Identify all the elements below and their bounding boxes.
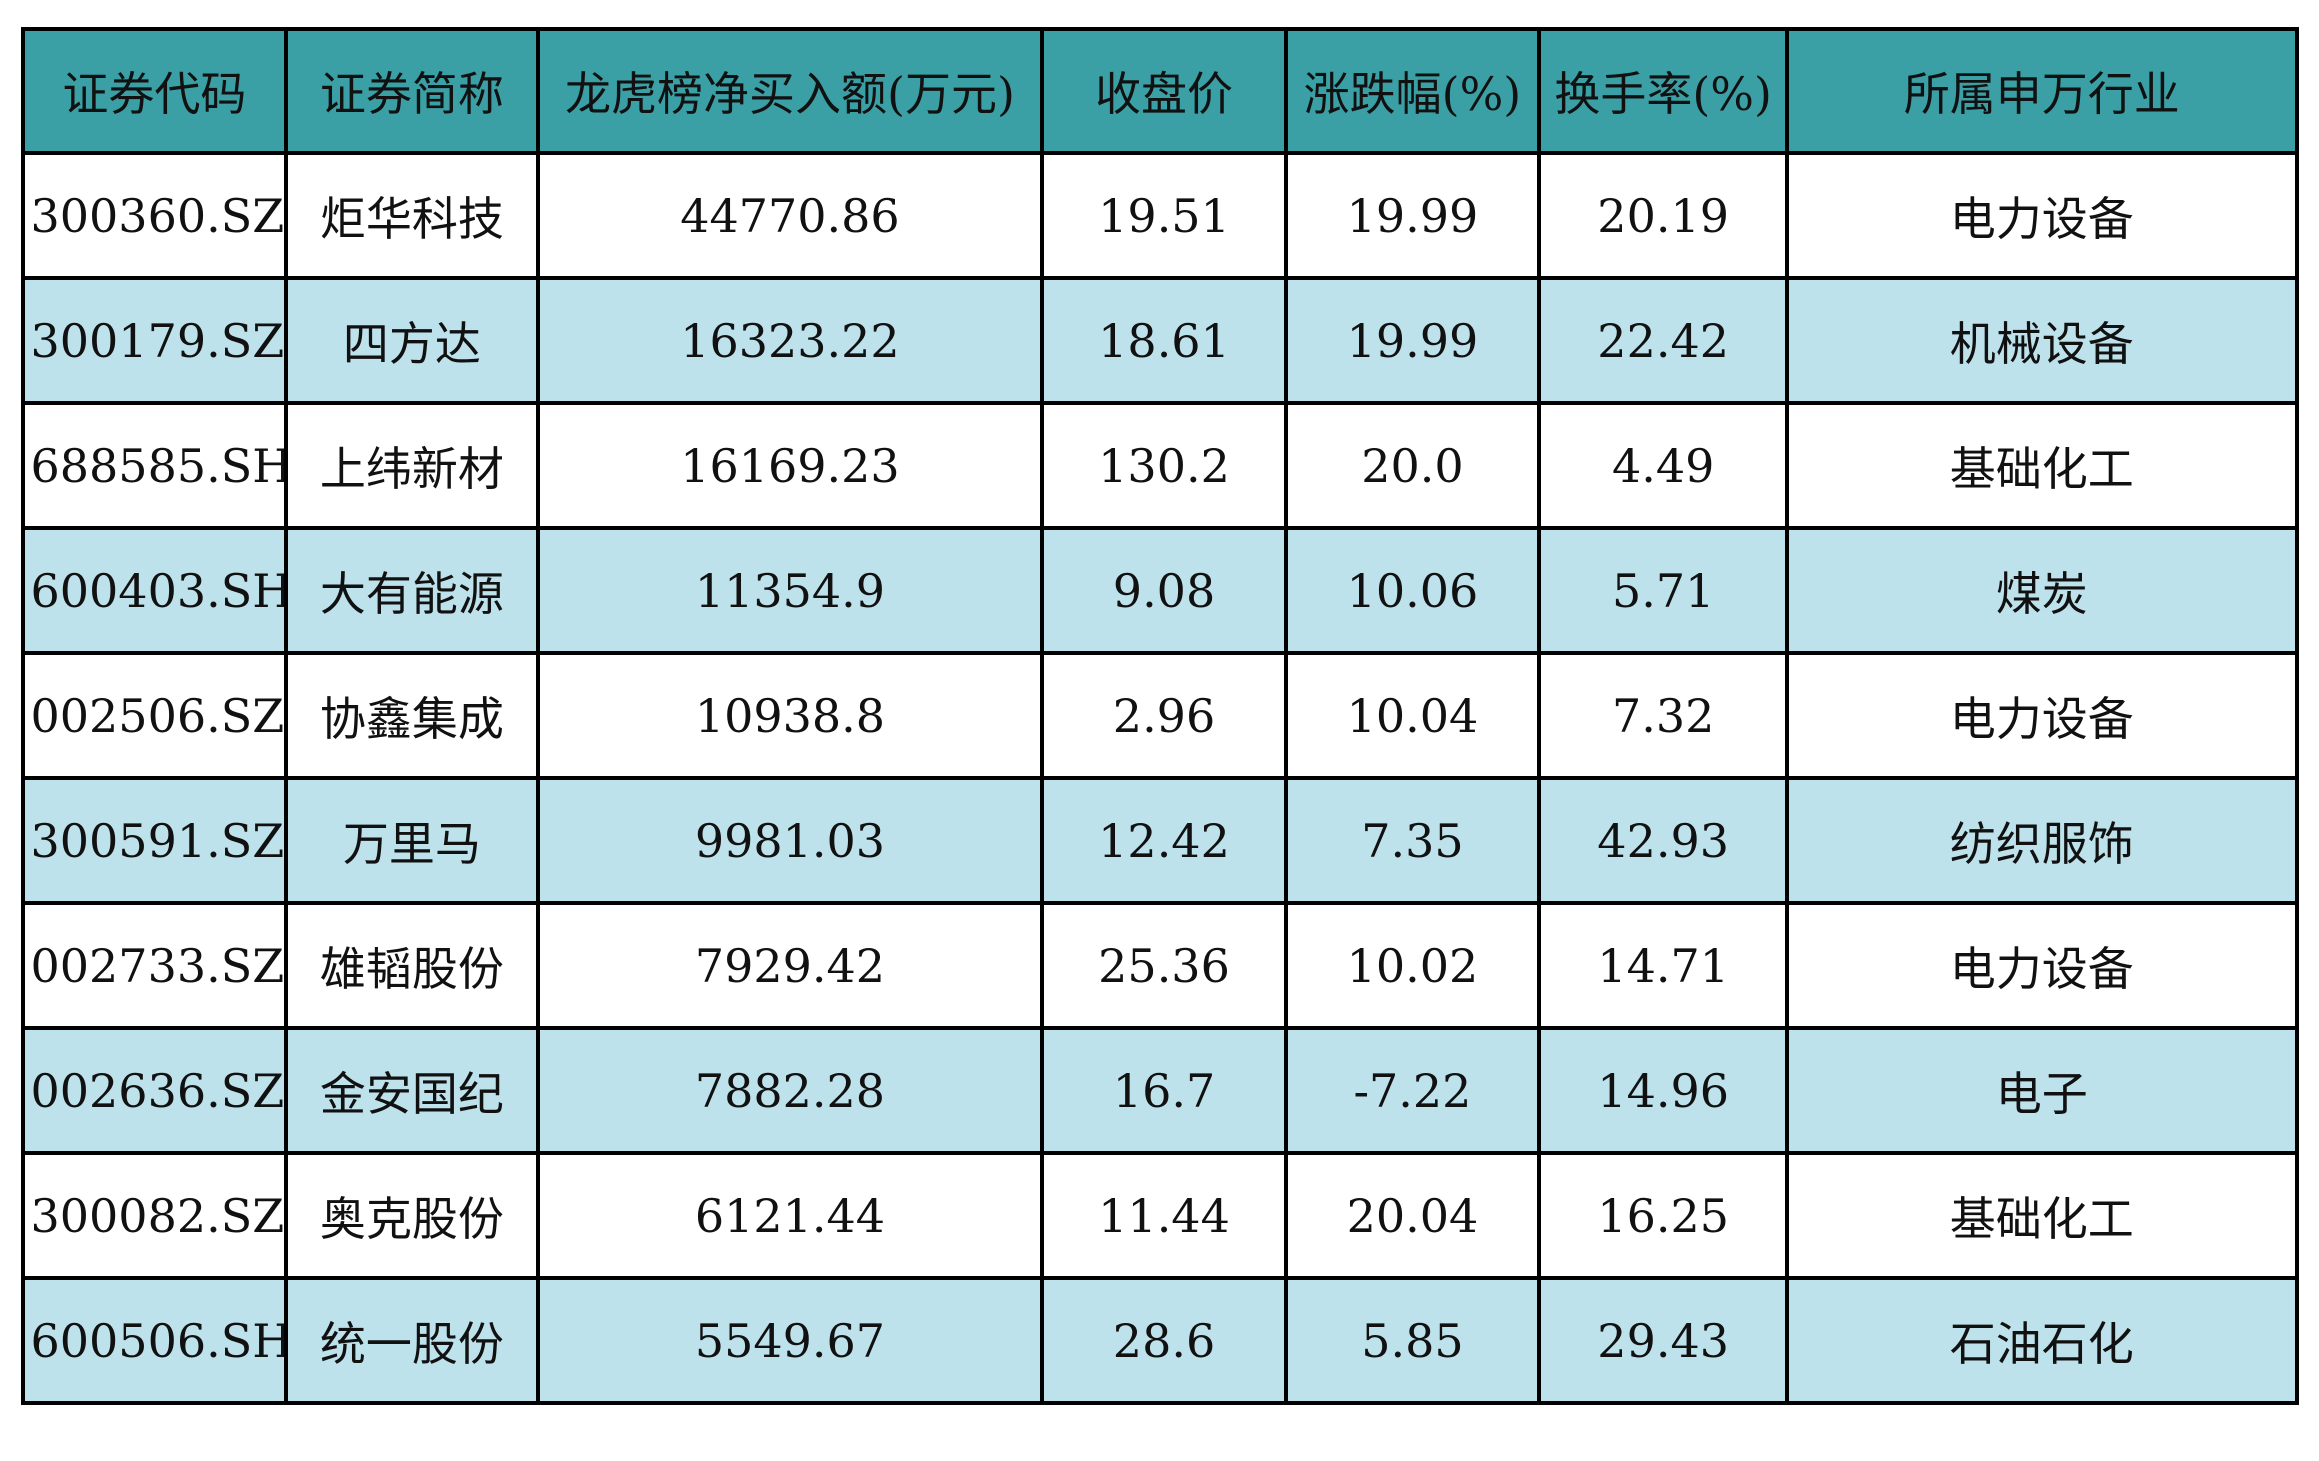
column-header: 证券代码 <box>20 27 289 155</box>
table-cell: 002506.SZ <box>20 651 289 780</box>
table-header: 证券代码 证券简称 龙虎榜净买入额(万元) 收盘价 涨跌幅(%) 换手率(%) 所属申万行业 <box>20 27 2299 155</box>
table-cell: 5.85 <box>1283 1276 1542 1405</box>
table-cell: 7882.28 <box>535 1026 1045 1155</box>
table-cell: 万里马 <box>284 776 540 905</box>
column-header: 所属申万行业 <box>1785 27 2299 155</box>
table-cell: 四方达 <box>284 276 540 405</box>
table-cell: 9981.03 <box>535 776 1045 905</box>
table-cell: 16169.23 <box>535 401 1045 530</box>
table-cell: 石油石化 <box>1785 1276 2299 1405</box>
table-cell: 2.96 <box>1040 651 1288 780</box>
table-cell: 10.04 <box>1283 651 1542 780</box>
table-cell: 002636.SZ <box>20 1026 289 1155</box>
table-cell: 42.93 <box>1537 776 1790 905</box>
table-cell: 20.19 <box>1537 151 1790 280</box>
table-row: 002636.SZ 金安国纪 7882.28 16.7 -7.22 14.96 电子 <box>20 1026 2299 1155</box>
table-cell: 10.06 <box>1283 526 1542 655</box>
table-cell: 300591.SZ <box>20 776 289 905</box>
table-cell: 7929.42 <box>535 901 1045 1030</box>
dragon-tiger-net-buy-table: 证券代码 证券简称 龙虎榜净买入额(万元) 收盘价 涨跌幅(%) 换手率(%) 所属申万行业… <box>20 27 2299 1405</box>
table-cell: 11354.9 <box>535 526 1045 655</box>
table-cell: 300179.SZ <box>20 276 289 405</box>
table-cell: 7.32 <box>1537 651 1790 780</box>
table-cell: 奥克股份 <box>284 1151 540 1280</box>
table-cell: 18.61 <box>1040 276 1288 405</box>
column-header: 收盘价 <box>1040 27 1288 155</box>
table-cell: 统一股份 <box>284 1276 540 1405</box>
table-row: 300082.SZ 奥克股份 6121.44 11.44 20.04 16.25 基础化工 <box>20 1151 2299 1280</box>
column-header: 换手率(%) <box>1537 27 1790 155</box>
table-cell: 19.51 <box>1040 151 1288 280</box>
column-header: 涨跌幅(%) <box>1283 27 1542 155</box>
table-row: 300179.SZ 四方达 16323.22 18.61 19.99 22.42 机械设备 <box>20 276 2299 405</box>
table-cell: -7.22 <box>1283 1026 1542 1155</box>
table-cell: 机械设备 <box>1785 276 2299 405</box>
column-header: 龙虎榜净买入额(万元) <box>535 27 1045 155</box>
table-cell: 基础化工 <box>1785 1151 2299 1280</box>
table-cell: 金安国纪 <box>284 1026 540 1155</box>
table-cell: 6121.44 <box>535 1151 1045 1280</box>
table-cell: 上纬新材 <box>284 401 540 530</box>
table-cell: 25.36 <box>1040 901 1288 1030</box>
table-cell: 基础化工 <box>1785 401 2299 530</box>
table-row: 688585.SH 上纬新材 16169.23 130.2 20.0 4.49 基础化工 <box>20 401 2299 530</box>
table-row: 300591.SZ 万里马 9981.03 12.42 7.35 42.93 纺织服饰 <box>20 776 2299 905</box>
table-cell: 300082.SZ <box>20 1151 289 1280</box>
table-cell: 29.43 <box>1537 1276 1790 1405</box>
table-cell: 688585.SH <box>20 401 289 530</box>
table-body: 300360.SZ 炬华科技 44770.86 19.51 19.99 20.19 电力设备… <box>20 151 2299 1405</box>
table-cell: 10.02 <box>1283 901 1542 1030</box>
table-cell: 20.0 <box>1283 401 1542 530</box>
table-cell: 雄韬股份 <box>284 901 540 1030</box>
table-cell: 4.49 <box>1537 401 1790 530</box>
table-cell: 16323.22 <box>535 276 1045 405</box>
table-cell: 12.42 <box>1040 776 1288 905</box>
table-cell: 14.96 <box>1537 1026 1790 1155</box>
table-cell: 电子 <box>1785 1026 2299 1155</box>
table-cell: 电力设备 <box>1785 151 2299 280</box>
column-header: 证券简称 <box>284 27 540 155</box>
table-cell: 5.71 <box>1537 526 1790 655</box>
table-cell: 10938.8 <box>535 651 1045 780</box>
table-row: 600506.SH 统一股份 5549.67 28.6 5.85 29.43 石油石化 <box>20 1276 2299 1405</box>
table-cell: 44770.86 <box>535 151 1045 280</box>
table-cell: 600506.SH <box>20 1276 289 1405</box>
table-cell: 16.25 <box>1537 1151 1790 1280</box>
table-cell: 19.99 <box>1283 276 1542 405</box>
table-cell: 电力设备 <box>1785 901 2299 1030</box>
table-cell: 600403.SH <box>20 526 289 655</box>
table-cell: 电力设备 <box>1785 651 2299 780</box>
table-row: 002733.SZ 雄韬股份 7929.42 25.36 10.02 14.71 电力设备 <box>20 901 2299 1030</box>
table-cell: 炬华科技 <box>284 151 540 280</box>
table-cell: 28.6 <box>1040 1276 1288 1405</box>
table-cell: 7.35 <box>1283 776 1542 905</box>
table-cell: 20.04 <box>1283 1151 1542 1280</box>
table-cell: 11.44 <box>1040 1151 1288 1280</box>
table-cell: 大有能源 <box>284 526 540 655</box>
header-row: 证券代码 证券简称 龙虎榜净买入额(万元) 收盘价 涨跌幅(%) 换手率(%) 所属申万行业 <box>20 27 2299 155</box>
table-cell: 002733.SZ <box>20 901 289 1030</box>
table-cell: 130.2 <box>1040 401 1288 530</box>
table-cell: 19.99 <box>1283 151 1542 280</box>
table-cell: 纺织服饰 <box>1785 776 2299 905</box>
table-cell: 煤炭 <box>1785 526 2299 655</box>
table-row: 600403.SH 大有能源 11354.9 9.08 10.06 5.71 煤炭 <box>20 526 2299 655</box>
table-row: 300360.SZ 炬华科技 44770.86 19.51 19.99 20.19 电力设备 <box>20 151 2299 280</box>
table-row: 002506.SZ 协鑫集成 10938.8 2.96 10.04 7.32 电力设备 <box>20 651 2299 780</box>
table-cell: 22.42 <box>1537 276 1790 405</box>
table-cell: 300360.SZ <box>20 151 289 280</box>
table-cell: 16.7 <box>1040 1026 1288 1155</box>
table-cell: 5549.67 <box>535 1276 1045 1405</box>
table-cell: 9.08 <box>1040 526 1288 655</box>
table-cell: 协鑫集成 <box>284 651 540 780</box>
table-cell: 14.71 <box>1537 901 1790 1030</box>
